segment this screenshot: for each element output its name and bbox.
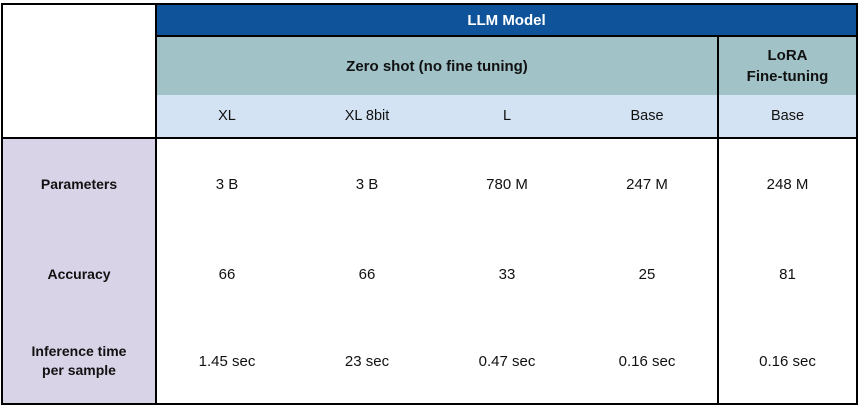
cell-accuracy-xl: 66 — [157, 229, 297, 319]
cell-parameters-xl-8bit: 3 B — [297, 139, 437, 229]
row-header-accuracy: Accuracy — [3, 229, 157, 319]
group-header-lora-finetuning-label: LoRA Fine-tuning — [746, 47, 829, 85]
cell-inference-l: 0.47 sec — [437, 319, 577, 403]
cell-inference-base: 0.16 sec — [577, 319, 717, 403]
column-header-lora-base: Base — [717, 95, 856, 139]
cell-parameters-xl: 3 B — [157, 139, 297, 229]
cell-parameters-lora-base: 248 M — [717, 139, 856, 229]
row-header-parameters: Parameters — [3, 139, 157, 229]
column-header-l: L — [437, 95, 577, 139]
llm-comparison-table: LLM Model Zero shot (no fine tuning) LoR… — [1, 3, 858, 405]
column-header-xl: XL — [157, 95, 297, 139]
empty-corner-cell — [3, 5, 157, 139]
cell-inference-lora-base: 0.16 sec — [717, 319, 856, 403]
cell-inference-xl-8bit: 23 sec — [297, 319, 437, 403]
cell-accuracy-xl-8bit: 66 — [297, 229, 437, 319]
table-title-llm-model: LLM Model — [157, 5, 856, 37]
column-header-xl-8bit: XL 8bit — [297, 95, 437, 139]
cell-parameters-l: 780 M — [437, 139, 577, 229]
cell-parameters-base: 247 M — [577, 139, 717, 229]
group-header-zero-shot-label: Zero shot (no fine tuning) — [346, 57, 528, 75]
group-header-zero-shot: Zero shot (no fine tuning) — [157, 37, 717, 95]
column-header-base: Base — [577, 95, 717, 139]
cell-accuracy-l: 33 — [437, 229, 577, 319]
cell-accuracy-lora-base: 81 — [717, 229, 856, 319]
table-title-label: LLM Model — [467, 11, 546, 29]
row-header-inference-time: Inference time per sample — [3, 319, 157, 403]
cell-accuracy-base: 25 — [577, 229, 717, 319]
group-header-lora-finetuning: LoRA Fine-tuning — [717, 37, 856, 95]
cell-inference-xl: 1.45 sec — [157, 319, 297, 403]
